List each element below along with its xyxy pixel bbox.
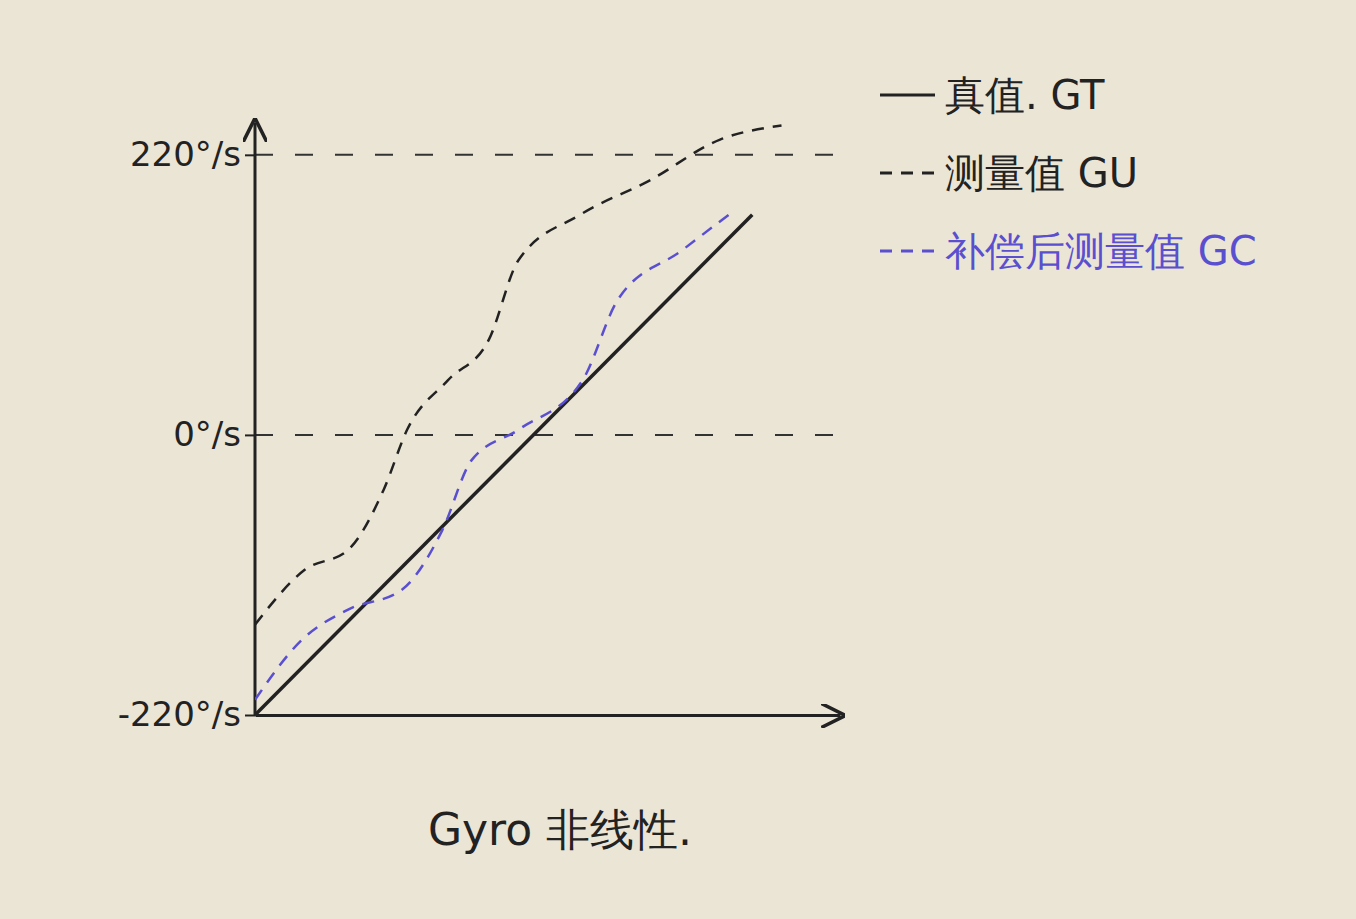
legend-swatch <box>880 172 935 175</box>
y-tick: 220°/s <box>130 134 255 174</box>
series-line <box>255 215 729 700</box>
grid <box>255 155 840 715</box>
x-axis <box>256 715 841 716</box>
grid-line <box>255 714 840 716</box>
legend: 真值. GT 测量值 GU 补偿后测量值 GC <box>880 72 1257 274</box>
grid-line <box>255 434 840 436</box>
legend-label: 真值. GT <box>945 72 1105 118</box>
legend-swatch <box>880 94 935 97</box>
y-tick-label: 0°/s <box>173 414 241 454</box>
y-tick-mark <box>245 434 255 436</box>
series-line <box>255 215 752 715</box>
y-tick-mark <box>245 715 255 717</box>
x-axis-line <box>256 714 841 717</box>
y-axis-line <box>254 123 257 715</box>
plot-area <box>255 126 782 715</box>
legend-swatch <box>880 250 935 253</box>
y-tick-label: -220°/s <box>118 694 241 734</box>
y-tick: -220°/s <box>118 694 255 734</box>
y-tick: 0°/s <box>173 414 255 454</box>
y-tick-label: 220°/s <box>130 134 241 174</box>
y-tick-mark <box>245 154 255 156</box>
y-axis: -220°/s 0°/s 220°/s <box>118 123 255 734</box>
title: Gyro 非线性. <box>428 804 692 855</box>
chart: -220°/s 0°/s 220°/s 真值. GT 测量值 GU 补偿后测量值 GC Gy… <box>0 0 1356 919</box>
legend-label: 补偿后测量值 GC <box>945 228 1257 274</box>
series-line <box>255 126 782 625</box>
legend-label: 测量值 GU <box>945 150 1138 196</box>
grid-line <box>255 154 840 156</box>
